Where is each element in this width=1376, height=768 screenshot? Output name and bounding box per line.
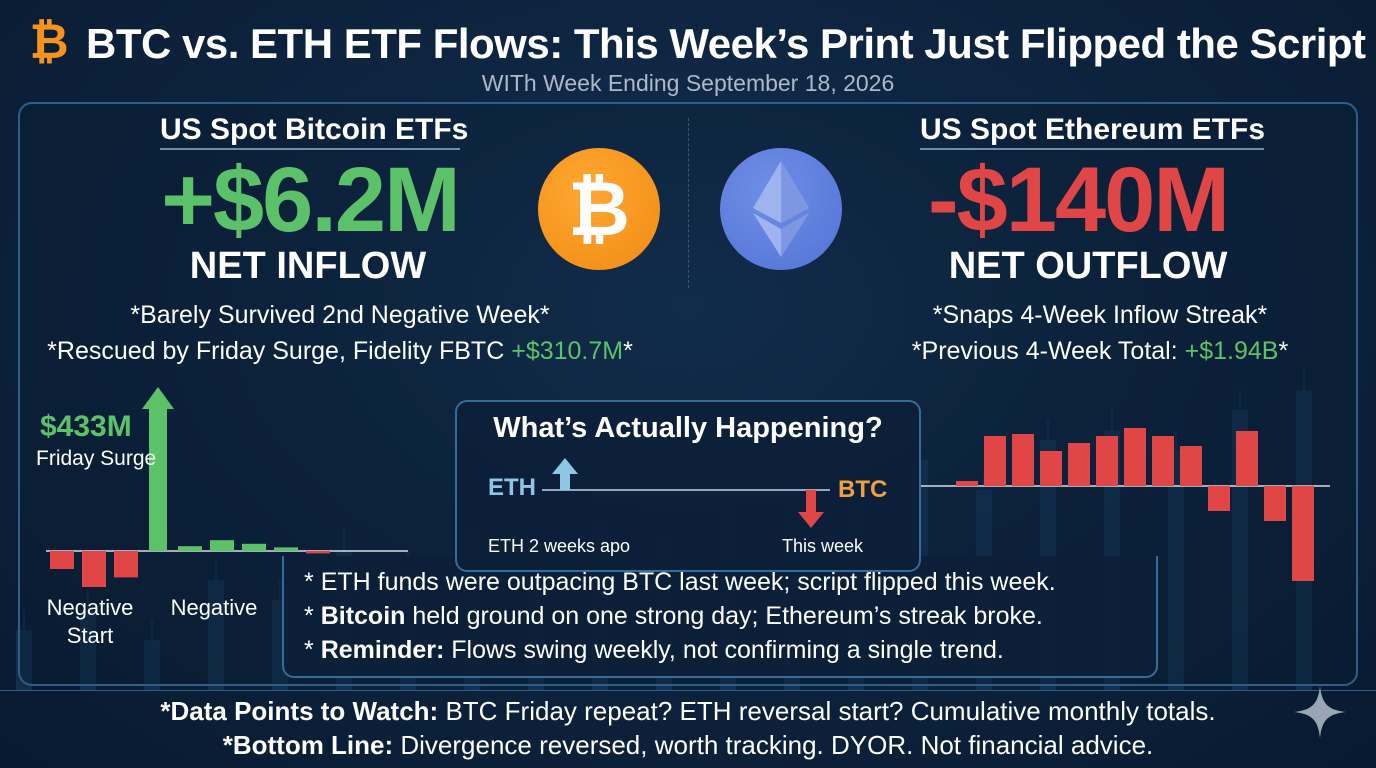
bullet-3-text: Flows swing weekly, not confirming a sin… xyxy=(444,636,1004,664)
eth-bar xyxy=(1264,486,1286,521)
up-arrow-icon xyxy=(552,458,578,490)
footer-line-1-text: BTC Friday repeat? ETH reversal start? C… xyxy=(438,696,1216,726)
background-candle xyxy=(208,580,224,690)
eth-note-2-value: +$1.94B xyxy=(1184,337,1279,365)
what-happening-box xyxy=(455,400,921,572)
sparkle-icon xyxy=(1294,686,1346,738)
eth-bar xyxy=(1152,436,1174,486)
eth-bar xyxy=(1180,446,1202,486)
page-subtitle: WITh Week Ending September 18, 2026 xyxy=(481,70,895,96)
bitcoin-logo-icon: ₿ xyxy=(29,16,69,69)
page-title: BTC vs. ETH ETF Flows: This Week’s Print… xyxy=(86,20,1366,67)
bullet-2-bold: Bitcoin xyxy=(320,602,406,630)
footer-line-1: *Data Points to Watch: BTC Friday repeat… xyxy=(0,694,1376,728)
footer-divider xyxy=(0,690,1376,691)
btc-bar xyxy=(178,546,202,551)
eth-bar xyxy=(1068,443,1090,486)
btc-surge-arrowhead xyxy=(142,387,174,409)
eth-bar xyxy=(1040,451,1062,486)
btc-note-2-value: +$310.7M xyxy=(511,337,624,365)
eth-bar xyxy=(956,481,978,486)
eth-flow-chart xyxy=(920,428,1330,581)
btc-note-2-suffix: * xyxy=(623,337,633,365)
bullets-box xyxy=(282,556,1158,678)
this-week-caption: This week xyxy=(782,536,864,556)
negative-start-line1: Negative xyxy=(46,595,134,620)
down-arrow-icon xyxy=(798,490,824,528)
eth-note-2-suffix: * xyxy=(1278,337,1289,365)
negative-start-line2: Start xyxy=(66,623,114,648)
btc-label: BTC xyxy=(838,476,888,503)
eth-heading: US Spot Ethereum ETFs xyxy=(920,110,1265,150)
eth-bar xyxy=(1292,486,1314,581)
bullet-3: * Reminder: Flows swing weekly, not conf… xyxy=(304,636,1004,664)
btc-bar xyxy=(50,551,74,569)
btc-bar xyxy=(306,551,330,554)
btc-bar xyxy=(242,543,266,551)
btc-note-1: *Barely Survived 2nd Negative Week* xyxy=(130,301,550,329)
bullet-3-bold: Reminder: xyxy=(320,636,445,664)
eth-bar xyxy=(1236,431,1258,486)
btc-note-2-prefix: *Rescued by Friday Surge, Fidelity FBTC xyxy=(47,337,512,365)
friday-surge-label: Friday Surge xyxy=(36,447,157,470)
eth-bar xyxy=(1124,428,1146,486)
negative-label: Negative xyxy=(170,595,258,620)
eth-bar xyxy=(1096,436,1118,486)
eth-note-1: *Snaps 4-Week Inflow Streak* xyxy=(932,301,1268,329)
footer-line-2-bold: *Bottom Line: xyxy=(222,730,394,760)
bullet-2: * Bitcoin held ground on one strong day;… xyxy=(304,602,1043,630)
eth-note-2-prefix: *Previous 4-Week Total: xyxy=(911,337,1185,365)
btc-amount: +$6.2M xyxy=(161,149,460,251)
btc-bar xyxy=(274,547,298,551)
eth-flow-label: NET OUTFLOW xyxy=(948,245,1228,287)
ethereum-diamond-icon xyxy=(753,161,809,257)
bitcoin-icon: ₿ xyxy=(538,148,660,270)
btc-bar xyxy=(82,551,106,587)
btc-bar xyxy=(210,540,234,551)
background-candle xyxy=(80,610,96,690)
footer-line-2: *Bottom Line: Divergence reversed, worth… xyxy=(0,728,1376,762)
bullet-2-text: held ground on one strong day; Ethereum’… xyxy=(405,602,1043,630)
eth-amount: -$140M xyxy=(928,149,1230,251)
background-candle xyxy=(144,640,160,690)
btc-bar xyxy=(114,551,138,578)
footer-line-1-bold: *Data Points to Watch: xyxy=(160,696,439,726)
background-candle xyxy=(1168,450,1184,690)
svg-text:₿: ₿ xyxy=(568,169,630,249)
eth-bar xyxy=(1208,486,1230,511)
btc-flow-chart xyxy=(46,387,408,587)
eth-bar xyxy=(984,436,1006,486)
eth-2-weeks-caption: ETH 2 weeks apo xyxy=(488,536,631,556)
btc-heading: US Spot Bitcoin ETFs xyxy=(160,110,468,150)
btc-note-2: *Rescued by Friday Surge, Fidelity FBTC … xyxy=(30,334,650,368)
friday-surge-value: $433M xyxy=(40,410,132,443)
bitcoin-symbol-icon: ₿ xyxy=(568,169,630,249)
center-divider xyxy=(688,118,689,288)
btc-bar-friday-surge xyxy=(149,407,167,551)
eth-label: ETH xyxy=(488,474,536,501)
eth-note-2: *Previous 4-Week Total: +$1.94B* xyxy=(860,334,1340,368)
eth-bar xyxy=(1012,434,1034,486)
ethereum-icon xyxy=(720,148,842,270)
comparison-diagram xyxy=(542,458,830,528)
btc-flow-label: NET INFLOW xyxy=(189,245,427,287)
what-happening-title: What’s Actually Happening? xyxy=(493,412,883,444)
footer-line-2-text: Divergence reversed, worth tracking. DYO… xyxy=(393,730,1154,760)
negative-start-label: Negative Start xyxy=(40,594,140,650)
bullet-1-text: ETH funds were outpacing BTC last week; … xyxy=(320,568,1056,596)
bullet-1: * ETH funds were outpacing BTC last week… xyxy=(304,568,1056,596)
